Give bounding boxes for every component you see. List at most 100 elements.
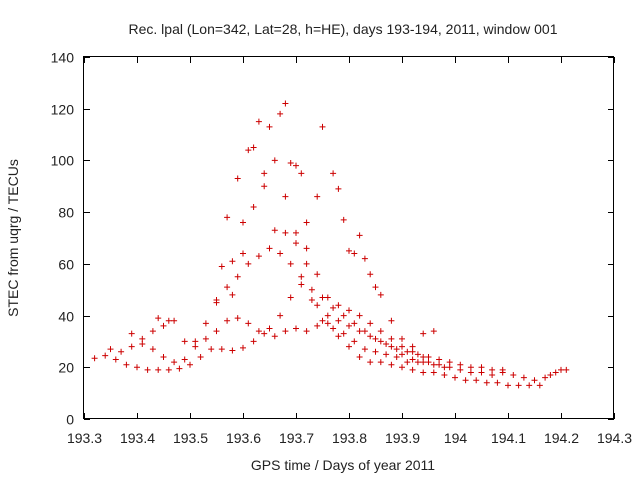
y-tick-label: 60 — [58, 257, 74, 273]
data-point — [372, 348, 379, 355]
data-point — [425, 359, 432, 366]
data-point — [356, 312, 363, 319]
data-point — [308, 286, 315, 293]
data-point — [340, 330, 347, 337]
chart-title: Rec. lpal (Lon=342, Lat=28, h=HE), days … — [129, 21, 558, 37]
data-point — [499, 366, 506, 373]
data-point — [293, 229, 299, 236]
data-point — [457, 366, 464, 373]
data-point — [123, 361, 130, 368]
data-point — [266, 245, 273, 252]
data-point — [91, 355, 98, 362]
data-point — [377, 291, 384, 298]
data-point — [160, 322, 167, 329]
data-point — [388, 361, 395, 368]
data-point — [293, 240, 299, 247]
data-point — [361, 328, 368, 335]
data-point — [324, 320, 331, 327]
data-point — [303, 260, 310, 267]
series-mid-hump — [128, 245, 506, 373]
data-point — [255, 118, 262, 125]
data-point — [367, 271, 374, 278]
data-point — [240, 250, 246, 257]
data-point — [330, 304, 337, 311]
series-high-arc-1 — [155, 100, 427, 360]
data-point — [234, 315, 241, 322]
data-point — [176, 365, 183, 372]
data-point — [430, 328, 437, 335]
data-point — [436, 356, 443, 363]
data-point — [155, 315, 162, 322]
data-point — [261, 170, 268, 177]
data-point — [377, 359, 384, 366]
data-point — [139, 335, 146, 342]
x-tick-label: 193.4 — [120, 430, 155, 446]
data-point — [277, 250, 284, 257]
data-point — [531, 377, 538, 384]
data-point — [202, 320, 209, 327]
data-point — [446, 359, 453, 366]
data-point — [261, 330, 268, 337]
data-point — [388, 335, 395, 342]
data-point — [356, 353, 363, 360]
data-point — [218, 346, 225, 353]
series-oscillating — [107, 281, 570, 384]
data-point — [361, 346, 368, 353]
data-point — [361, 255, 368, 262]
data-point — [351, 320, 358, 327]
data-point — [128, 330, 135, 337]
data-point — [319, 317, 326, 324]
x-tick-label: 193.6 — [226, 430, 261, 446]
data-point — [340, 312, 347, 319]
data-point — [520, 374, 527, 381]
data-point — [377, 338, 384, 345]
data-point — [197, 353, 204, 360]
data-point — [425, 353, 432, 360]
series-high-arc-3 — [229, 144, 448, 371]
data-point — [192, 343, 199, 350]
data-point — [245, 320, 252, 327]
data-point — [393, 346, 400, 353]
y-tick-label: 80 — [58, 205, 74, 221]
data-point — [282, 100, 289, 107]
data-point — [388, 317, 395, 324]
y-tick-label: 140 — [51, 50, 75, 66]
data-point — [542, 374, 549, 381]
data-point — [430, 369, 437, 376]
data-point — [356, 328, 363, 335]
data-point — [165, 366, 172, 373]
data-point — [441, 372, 448, 379]
data-point — [547, 372, 554, 379]
data-point — [414, 359, 421, 366]
data-point — [420, 359, 427, 366]
x-tick-label: 194.3 — [597, 430, 632, 446]
data-point — [489, 372, 496, 379]
data-point — [303, 219, 310, 226]
data-point — [144, 366, 151, 373]
data-point — [483, 379, 490, 386]
data-point — [303, 245, 310, 252]
x-tick-label: 193.8 — [332, 430, 367, 446]
data-point — [505, 382, 511, 389]
data-point — [414, 351, 421, 358]
data-point — [372, 335, 379, 342]
series-low-baseline — [91, 320, 564, 389]
data-point — [335, 302, 342, 309]
data-point — [399, 364, 405, 371]
data-point — [340, 216, 347, 223]
data-point — [282, 229, 289, 236]
x-tick-label: 194.2 — [544, 430, 579, 446]
data-point — [436, 361, 443, 368]
data-point — [255, 328, 262, 335]
data-point — [234, 273, 241, 280]
data-point — [367, 333, 374, 340]
data-point — [314, 302, 321, 309]
data-point — [149, 346, 156, 353]
data-point — [457, 361, 464, 368]
data-point — [128, 343, 135, 350]
data-point — [335, 333, 342, 340]
data-point — [473, 377, 480, 384]
data-point — [526, 382, 533, 389]
data-point — [467, 364, 474, 371]
